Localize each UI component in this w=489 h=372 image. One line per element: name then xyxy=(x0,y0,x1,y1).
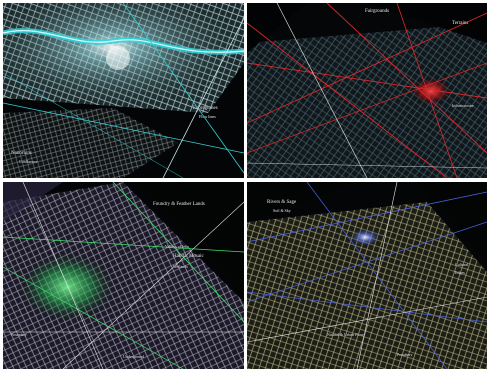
map-label: Nanoruins xyxy=(11,151,32,156)
map-label: Foundry & Feather Lands xyxy=(153,202,205,207)
map-label: Habitat Mosaic xyxy=(173,254,204,259)
map-label: Fairgrounds xyxy=(365,9,390,14)
map-label: Wetlands xyxy=(173,264,188,269)
map-cyan-river xyxy=(3,3,244,178)
panel-top-right: Fairgrounds Terrains Infrastructure xyxy=(247,3,487,178)
map-label: Terrains xyxy=(452,21,469,26)
map-label: Edges xyxy=(455,270,465,275)
map-label: Periphery xyxy=(397,352,413,357)
panel-bottom-left: Foundry & Feather Lands Valleys of Iron … xyxy=(3,182,244,369)
map-label: Boundary xyxy=(11,332,27,337)
map-label: Confluence xyxy=(19,159,38,164)
map-label: Valleys of Iron xyxy=(165,244,189,249)
map-label: Ecoregiones xyxy=(193,106,218,111)
map-label: Rivers & Sage xyxy=(267,200,297,205)
map-label: Cultural xyxy=(455,262,469,267)
map-label: Soil & Sky xyxy=(273,208,291,213)
map-label: Flow lines xyxy=(199,114,216,119)
panel-bottom-right: Rivers & Sage Soil & Sky Cultural Edges … xyxy=(247,182,487,369)
map-green-center xyxy=(3,182,244,369)
map-red-center xyxy=(247,3,487,178)
map-label: Infrastructure xyxy=(452,103,474,108)
map-blue-center xyxy=(247,182,487,369)
panel-top-left: Nanoruins Ecoregiones Confluence Flow li… xyxy=(3,3,244,178)
map-label: Underground xyxy=(123,354,145,359)
map-label: Natural & Urban Flows xyxy=(327,332,365,337)
